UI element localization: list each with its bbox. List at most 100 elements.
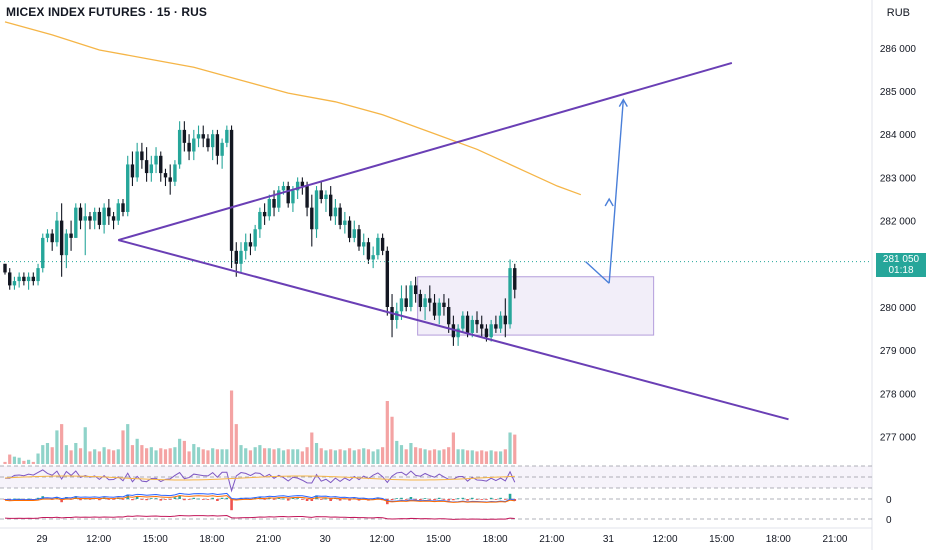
projection-arrow-segment (585, 261, 610, 284)
last-price-tag: 281 050 01:18 (876, 253, 926, 277)
candle-body (220, 142, 224, 156)
price-tick-label: 282 000 (880, 217, 917, 228)
volume-bar (447, 447, 451, 464)
volume-bar (140, 445, 144, 464)
indicator-zero-label: 0 (886, 515, 892, 526)
candle-body (239, 250, 243, 264)
macd-histogram-bar (282, 498, 285, 500)
time-tick-label: 15:00 (143, 534, 168, 545)
candle-body (267, 199, 272, 217)
candle-body (456, 328, 460, 338)
candle-body (31, 276, 36, 282)
projection-arrow-head (618, 98, 628, 107)
candle-body (201, 134, 205, 139)
time-tick-label: 12:00 (369, 534, 394, 545)
volume-bar (258, 445, 262, 464)
macd-histogram-bar (291, 497, 295, 499)
candle-body (225, 129, 229, 143)
volume-bar (97, 451, 101, 464)
macd-histogram-bar (121, 499, 125, 500)
candle-body (399, 298, 404, 312)
candle-body (97, 211, 102, 225)
volume-bar (281, 450, 286, 464)
candle-body (69, 233, 73, 238)
volume-bar (182, 440, 186, 464)
macd-histogram-bar (409, 497, 413, 499)
candle-body (116, 203, 120, 221)
rsi-line (4, 469, 516, 493)
volume-bar (173, 447, 177, 464)
macd-histogram-bar (27, 498, 30, 500)
volume-bar (461, 449, 465, 464)
volume-bar (187, 451, 191, 464)
volume-bar (234, 424, 238, 464)
bar-countdown: 01:18 (888, 265, 914, 276)
volume-bar (376, 449, 380, 464)
candle-body (130, 164, 135, 178)
candle-body (428, 298, 432, 303)
macd-histogram-bar (145, 499, 148, 501)
macd-histogram-bar (187, 499, 191, 500)
volume-bar (163, 449, 168, 464)
candle-body (465, 315, 470, 333)
triangle-lower-line (118, 239, 789, 421)
volume-bar (3, 461, 7, 464)
volume-bar (22, 460, 26, 464)
candle-body (376, 237, 380, 256)
volume-bar (465, 450, 470, 464)
macd-histogram-bar (159, 499, 163, 501)
macd-histogram-bar (154, 498, 158, 499)
macd-histogram-bar (36, 497, 40, 499)
macd-histogram-bar (489, 497, 493, 499)
volume-bar (484, 451, 489, 464)
volume-bar (88, 451, 92, 464)
candle-body (149, 164, 154, 174)
macd-histogram-bar (178, 495, 181, 499)
volume-bar (513, 434, 517, 464)
volume-bar (60, 424, 64, 464)
time-tick-label: 12:00 (86, 534, 111, 545)
macd-histogram-bar (456, 498, 460, 499)
macd-histogram-bar (98, 499, 101, 501)
volume-bar (418, 448, 422, 464)
volume-bar (404, 449, 408, 464)
macd-histogram-bar (13, 498, 16, 500)
macd-histogram-bar (263, 499, 266, 500)
projection-arrow-head (604, 197, 614, 207)
candle-body (328, 194, 333, 217)
candle-body (305, 186, 309, 208)
candle-body (64, 233, 69, 256)
price-tick-label: 286 000 (880, 44, 917, 55)
macd-histogram-bar (301, 499, 304, 500)
macd-histogram-bar (319, 499, 323, 500)
candle-body (319, 190, 323, 199)
candle-body (314, 190, 319, 230)
macd-histogram-bar (225, 497, 229, 499)
macd-histogram-bar (470, 497, 474, 499)
volume-bar (428, 450, 432, 464)
volume-bar (102, 447, 106, 464)
candle-body (498, 315, 503, 329)
candle-body (385, 250, 390, 307)
volume-bar (31, 461, 35, 464)
volume-bar (329, 449, 333, 464)
volume-bar (159, 448, 163, 464)
candle-body (409, 285, 413, 307)
candle-body (503, 315, 508, 325)
price-tick-label: 283 000 (880, 173, 917, 184)
macd-histogram-bar (419, 499, 422, 501)
volume-bar (78, 448, 83, 464)
candle-body (380, 237, 385, 251)
macd-histogram-bar (310, 499, 314, 501)
macd-histogram-bar (475, 499, 479, 500)
volume-bar (267, 448, 271, 464)
macd-histogram-bar (461, 497, 465, 499)
volume-bar (201, 449, 205, 464)
candle-body (196, 134, 201, 139)
macd-histogram-bar (442, 499, 446, 500)
macd-histogram-bar (400, 497, 403, 499)
time-tick-label: 29 (36, 534, 48, 545)
candle-body (210, 134, 215, 148)
